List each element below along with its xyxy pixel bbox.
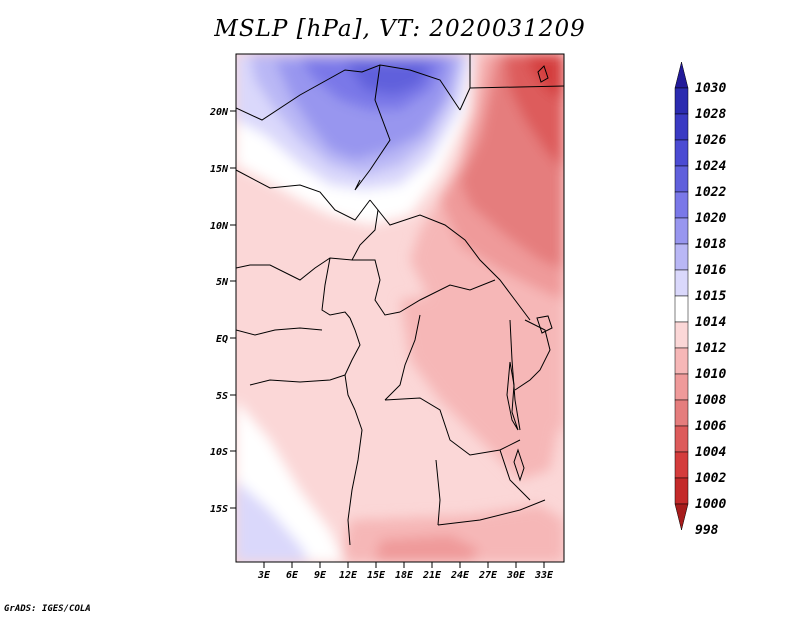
- colorbar-swatch: [674, 269, 689, 297]
- colorbar-bottom-arrow: [674, 503, 689, 531]
- colorbar-label: 1008: [695, 393, 726, 408]
- colorbar-swatch: [674, 373, 689, 401]
- lat-label-5s: 5S: [216, 391, 228, 402]
- lon-label-24e: 24E: [450, 570, 470, 581]
- colorbar-swatch: [674, 87, 689, 115]
- colorbar-top-arrow: [674, 61, 689, 89]
- lon-label-3e: 3E: [257, 570, 271, 581]
- colorbar-label: 1026: [695, 133, 726, 148]
- colorbar-label: 1018: [695, 237, 726, 252]
- lon-label-12e: 12E: [339, 570, 358, 581]
- colorbar-label: 1022: [695, 185, 726, 200]
- colorbar-swatch: [674, 139, 689, 167]
- lat-label-10n: 10N: [210, 221, 229, 232]
- colorbar-label: 1004: [695, 445, 726, 460]
- lon-label-6e: 6E: [286, 570, 299, 581]
- colorbar-swatch: [674, 295, 689, 323]
- colorbar-swatch: [674, 399, 689, 427]
- lat-label-eq: EQ: [216, 334, 228, 345]
- colorbar-label: 1016: [695, 263, 726, 278]
- colorbar-label: 1012: [695, 341, 726, 356]
- colorbar-label: 1028: [695, 107, 726, 122]
- lon-label-30e: 30E: [506, 570, 526, 581]
- lat-label-5n: 5N: [216, 277, 229, 288]
- colorbar-label: 1000: [695, 497, 726, 512]
- colorbar-label: 1006: [695, 419, 726, 434]
- colorbar-swatch: [674, 217, 689, 245]
- lat-label-10s: 10S: [210, 447, 228, 458]
- colorbar-swatch: [674, 451, 689, 479]
- lon-label-33e: 33E: [534, 570, 554, 581]
- colorbar-label: 1010: [695, 367, 726, 382]
- lat-label-15n: 15N: [210, 164, 229, 175]
- colorbar-label: 1014: [695, 315, 726, 330]
- colorbar-label: 1002: [695, 471, 726, 486]
- lon-label-27e: 27E: [478, 570, 498, 581]
- colorbar-swatch: [674, 425, 689, 453]
- colorbar-label: 1024: [695, 159, 726, 174]
- lat-labels: 20N 15N 10N 5N EQ 5S 10S 15S: [209, 107, 229, 515]
- lat-ticks: [230, 110, 236, 509]
- colorbar-label: 1020: [695, 211, 726, 226]
- pressure-field: [236, 54, 564, 562]
- map-title: MSLP [hPa], VT: 2020031209: [214, 16, 586, 42]
- colorbar-label: 1030: [695, 81, 726, 96]
- colorbar-swatch: [674, 347, 689, 375]
- colorbar-swatch: [674, 113, 689, 141]
- grads-credit: GrADS: IGES/COLA: [4, 604, 91, 614]
- lon-label-21e: 21E: [422, 570, 442, 581]
- lat-label-20n: 20N: [209, 107, 229, 118]
- lat-label-15s: 15S: [210, 504, 228, 515]
- colorbar-swatch: [674, 321, 689, 349]
- colorbar: 1030 1028 1026 1024 1022 1020 1018 1016 1015 1014…: [674, 61, 726, 538]
- lon-label-9e: 9E: [314, 570, 327, 581]
- colorbar-swatch: [674, 165, 689, 193]
- colorbar-swatch: [674, 477, 689, 505]
- lon-labels: 3E 6E 9E 12E 15E 18E 21E 24E 27E 30E 33E: [257, 570, 554, 581]
- lon-label-15e: 15E: [367, 570, 386, 581]
- colorbar-swatch: [674, 243, 689, 271]
- colorbar-swatch: [674, 191, 689, 219]
- country-borders: [236, 54, 564, 546]
- lakes: [506, 65, 553, 482]
- lon-ticks: [263, 562, 545, 568]
- lon-label-18e: 18E: [395, 570, 414, 581]
- colorbar-label: 1015: [695, 289, 726, 304]
- colorbar-label: 998: [695, 523, 719, 538]
- map-frame: [235, 53, 565, 563]
